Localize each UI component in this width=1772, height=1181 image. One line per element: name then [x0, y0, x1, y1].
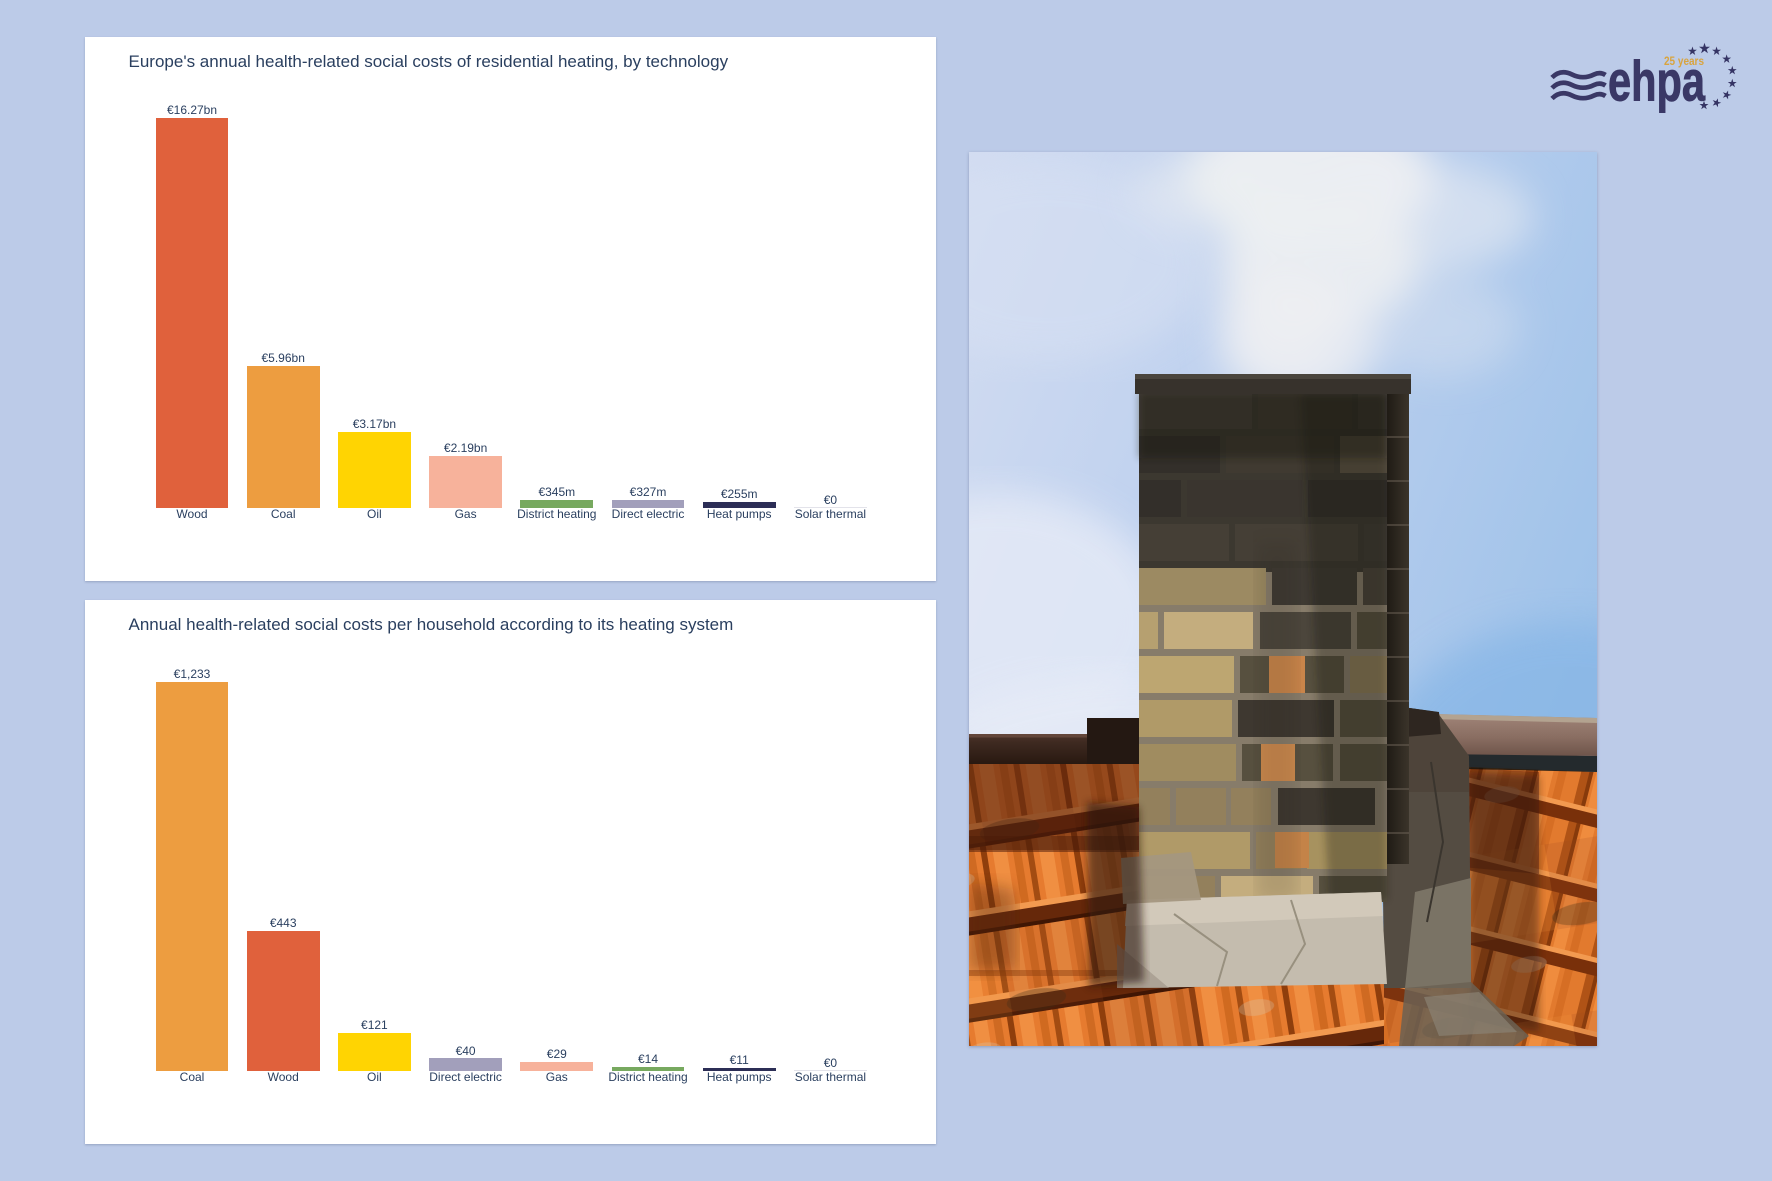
svg-text:ehpa: ehpa: [1608, 50, 1706, 114]
svg-text:25 years: 25 years: [1664, 56, 1704, 68]
